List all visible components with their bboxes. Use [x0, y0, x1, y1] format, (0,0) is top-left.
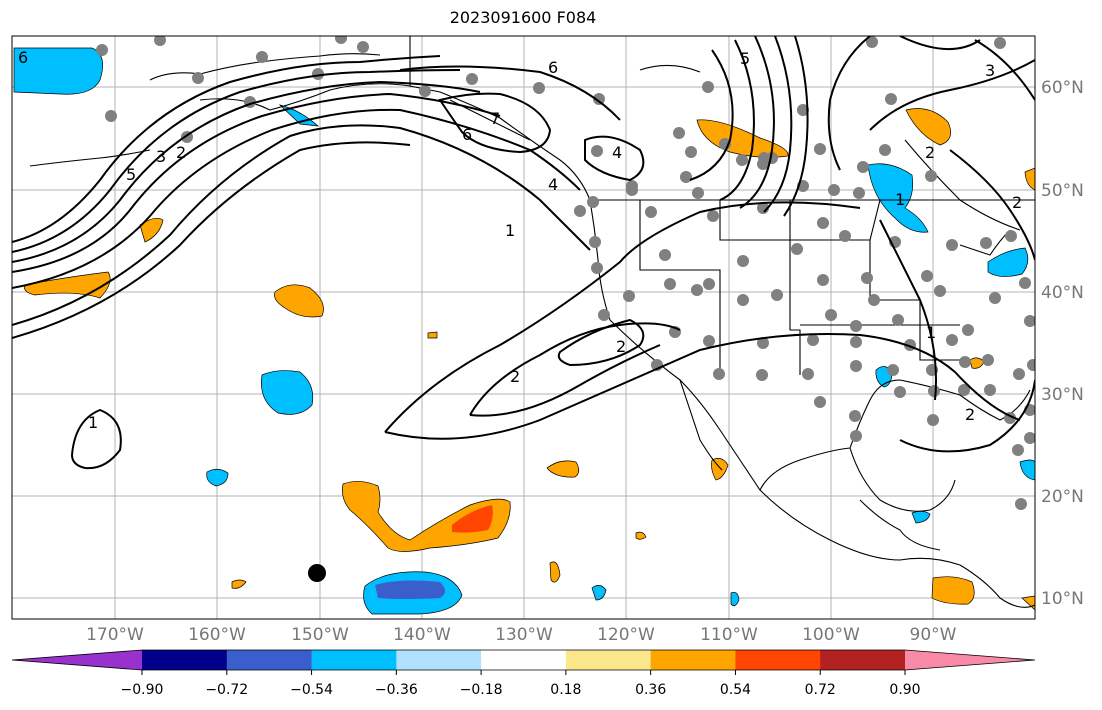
- colorbar-segment: [481, 650, 567, 670]
- lat-label: 40°N: [1041, 283, 1084, 303]
- gridlines: [12, 36, 1035, 619]
- colorbar-label: 0.18: [550, 682, 581, 698]
- colorbar-segment: [565, 650, 652, 670]
- colorbar-segment: [142, 650, 228, 670]
- lat-labels: 60°N 50°N 40°N 30°N 20°N 10°N: [1041, 78, 1084, 609]
- lat-label: 50°N: [1041, 181, 1084, 201]
- lat-label: 60°N: [1041, 78, 1084, 98]
- contour-label: 6: [18, 48, 28, 67]
- lon-label: 90°W: [910, 625, 957, 645]
- colorbar-extend-max: [905, 650, 1035, 670]
- contour-label: 2: [965, 405, 975, 424]
- contour-lines: [12, 36, 1035, 470]
- lon-labels: 170°W 160°W 150°W 140°W 130°W 120°W 110°…: [86, 625, 957, 645]
- plot-title: 2023091600 F084: [449, 8, 597, 27]
- lon-label: 100°W: [802, 625, 860, 645]
- colorbar-segment: [311, 650, 397, 670]
- contour-label: 3: [985, 61, 995, 80]
- lon-label: 130°W: [495, 625, 553, 645]
- colorbar-label: −0.72: [205, 682, 248, 698]
- contour-label: 2: [510, 367, 520, 386]
- colorbar-segment: [650, 650, 736, 670]
- lat-label: 20°N: [1041, 487, 1084, 507]
- colorbar-label: −0.18: [460, 682, 503, 698]
- contour-label: 2: [925, 143, 935, 162]
- colorbar-label: −0.36: [375, 682, 418, 698]
- colorbar-segment: [396, 650, 482, 670]
- contour-label: 7: [490, 109, 500, 128]
- lon-label: 150°W: [291, 625, 349, 645]
- contour-label: 4: [548, 175, 558, 194]
- lat-label: 10°N: [1041, 589, 1084, 609]
- colorbar-segment: [226, 650, 313, 670]
- lon-label: 120°W: [597, 625, 655, 645]
- lon-label: 110°W: [700, 625, 758, 645]
- contour-label: 2: [1012, 193, 1022, 212]
- contour-label: 5: [740, 49, 750, 68]
- colorbar-label: −0.90: [121, 682, 164, 698]
- colorbar-label: 0.72: [805, 682, 836, 698]
- colorbar-segment: [820, 650, 906, 670]
- contour-label: 1: [895, 190, 905, 209]
- contour-label: 2: [176, 143, 186, 162]
- lon-label: 160°W: [188, 625, 246, 645]
- colorbar-segment: [735, 650, 821, 670]
- colorbar-label: −0.54: [290, 682, 333, 698]
- contour-label: 4: [612, 143, 622, 162]
- colorbar-label: 0.36: [635, 682, 666, 698]
- lon-label: 140°W: [393, 625, 451, 645]
- contour-label: 3: [156, 147, 166, 166]
- contour-label: 2: [616, 337, 626, 356]
- contour-label: 6: [548, 58, 558, 77]
- contour-label: 1: [88, 413, 98, 432]
- contour-label: 1: [505, 221, 515, 240]
- contour-label: 1: [926, 323, 936, 342]
- marker-dot: [308, 564, 326, 582]
- lat-label: 30°N: [1041, 385, 1084, 405]
- shaded-anomalies: [13, 47, 1035, 615]
- contour-label: 6: [462, 125, 472, 144]
- colorbar-extend-min: [12, 650, 142, 670]
- colorbar-label: 0.90: [889, 682, 920, 698]
- contour-labels: 6 5 3 2 1 1 2 2 6 7 4 5 4 2 1 3 2 1 2 6: [18, 48, 1022, 432]
- colorbar: −0.90 −0.72 −0.54 −0.36 −0.18 0.18 0.36 0.54 0.7…: [11, 649, 1036, 698]
- map-frame: [11, 35, 1036, 620]
- contour-label: 5: [126, 165, 136, 184]
- lon-label: 170°W: [86, 625, 144, 645]
- colorbar-label: 0.54: [720, 682, 751, 698]
